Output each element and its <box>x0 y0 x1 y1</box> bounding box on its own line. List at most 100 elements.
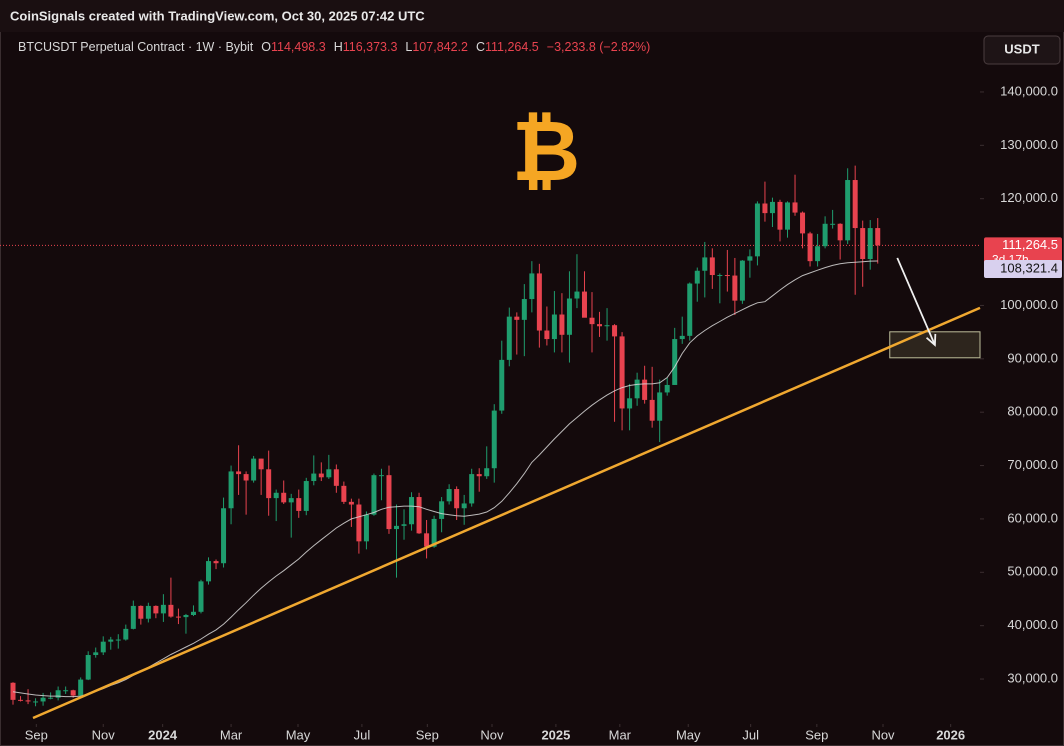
candle-body <box>785 202 791 230</box>
candle-body <box>266 469 272 499</box>
currency-label: USDT <box>1004 41 1039 56</box>
x-tick-label: 2025 <box>541 727 570 742</box>
candle-body <box>326 469 332 478</box>
currency-button[interactable] <box>983 35 1061 65</box>
candle-body <box>145 605 151 619</box>
candle-body <box>296 498 302 511</box>
candle-body <box>153 605 159 614</box>
candle-body <box>845 180 851 241</box>
candle-body <box>679 335 685 340</box>
candle-body <box>213 561 219 564</box>
candle-body <box>371 475 377 515</box>
symbol-line: BTCUSDT Perpetual Contract · 1W · Bybit O… <box>18 40 650 54</box>
candle-body <box>160 604 166 614</box>
candle-body <box>694 270 700 284</box>
candle-body <box>424 533 430 547</box>
ohlc-key: C <box>476 40 485 54</box>
candle-body <box>18 699 24 701</box>
candle-body <box>491 410 497 469</box>
candle-body <box>281 492 287 503</box>
candle-body <box>649 399 655 421</box>
candle-body <box>514 316 520 320</box>
candle-body <box>875 228 881 246</box>
source-text: CoinSignals created with TradingView.com… <box>10 8 425 23</box>
y-tick-label: 50,000.0 <box>1007 564 1058 579</box>
candle-body <box>777 201 783 230</box>
candle-body <box>138 605 144 619</box>
candle-body <box>717 275 723 277</box>
x-tick-label: Nov <box>480 727 504 742</box>
candle-body <box>559 314 565 335</box>
ma-tag-label: 108,321.4 <box>1000 260 1058 275</box>
candle-body <box>469 474 475 504</box>
candle-body <box>70 690 76 696</box>
candle-body <box>341 485 347 502</box>
candle-body <box>63 690 69 692</box>
candle-body <box>311 473 317 482</box>
y-tick-label: 30,000.0 <box>1007 670 1058 685</box>
candle-body <box>619 336 625 409</box>
candle-body <box>822 223 828 247</box>
candle-body <box>506 316 512 360</box>
candle-body <box>769 201 775 214</box>
candle-body <box>439 501 445 519</box>
candle-body <box>236 471 242 475</box>
x-tick-label: May <box>676 727 701 742</box>
candle-body <box>612 325 618 337</box>
candle-body <box>446 489 452 502</box>
x-tick-label: Mar <box>220 727 243 742</box>
candle-body <box>55 690 61 698</box>
candle-body <box>190 611 196 615</box>
x-tick-label: Sep <box>25 727 48 742</box>
candle-body <box>627 398 633 409</box>
candle-body <box>85 655 91 680</box>
y-tick-label: 90,000.0 <box>1007 350 1058 365</box>
trendline <box>32 306 981 720</box>
candle-body <box>393 525 399 530</box>
candle-body <box>739 260 745 301</box>
candle-body <box>33 701 39 703</box>
candle-body <box>93 652 99 656</box>
candle-body <box>672 339 678 385</box>
candle-body <box>807 233 813 262</box>
candle-body <box>521 299 527 320</box>
candle-body <box>198 581 204 612</box>
candle-body <box>702 257 708 271</box>
candle-body <box>634 379 640 399</box>
candle-body <box>108 639 114 642</box>
candle-body <box>243 474 249 481</box>
candle-body <box>830 223 836 225</box>
x-tick-label: Jul <box>742 727 759 742</box>
candle-body <box>130 605 136 629</box>
candle-body <box>273 492 279 499</box>
y-tick-label: 130,000.0 <box>1000 137 1058 152</box>
y-tick-label: 70,000.0 <box>1007 457 1058 472</box>
candle-body <box>401 524 407 526</box>
candle-body <box>529 273 535 300</box>
candle-body <box>303 481 309 511</box>
candle-body <box>115 639 121 641</box>
candle-body <box>48 697 54 699</box>
candle-body <box>251 458 257 481</box>
candle-body <box>100 641 106 653</box>
candle-body <box>867 228 873 260</box>
candle-body <box>709 257 715 276</box>
y-tick-label: 40,000.0 <box>1007 617 1058 632</box>
x-tick-label: 2024 <box>148 727 178 742</box>
ohlc-value: 111,264.5 <box>485 40 539 54</box>
candle-body <box>175 616 181 618</box>
candle-body <box>25 700 31 702</box>
candle-body <box>792 202 798 213</box>
candle-body <box>454 489 460 509</box>
candle-body <box>416 497 422 534</box>
candle-body <box>860 228 866 260</box>
ohlc-key: O <box>261 40 271 54</box>
candle-body <box>123 628 129 640</box>
x-tick-label: Sep <box>805 727 828 742</box>
candle-body <box>800 212 806 234</box>
candle-body <box>732 275 738 301</box>
ohlc-value: 107,842.2 <box>412 40 468 54</box>
candle-body <box>40 697 46 702</box>
